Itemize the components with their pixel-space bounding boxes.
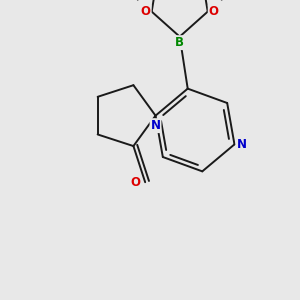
Text: N: N	[236, 138, 247, 151]
Text: N: N	[151, 119, 160, 132]
Text: O: O	[209, 5, 219, 18]
Text: O: O	[130, 176, 140, 189]
Text: O: O	[141, 5, 151, 18]
Text: B: B	[175, 36, 184, 49]
